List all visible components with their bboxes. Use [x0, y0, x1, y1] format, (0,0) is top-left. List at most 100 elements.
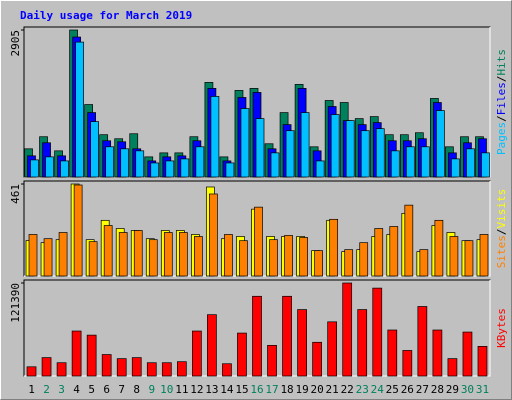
bar — [209, 193, 218, 277]
legend-entry: Visits — [495, 189, 508, 229]
bar — [60, 160, 69, 178]
bar — [120, 148, 130, 178]
legend-entry: Sites — [495, 235, 508, 268]
bar — [312, 341, 322, 377]
bar — [479, 234, 489, 277]
bar — [30, 159, 39, 178]
bar — [267, 344, 277, 377]
bar — [390, 150, 400, 178]
y-tick-label: 2905 — [9, 30, 22, 57]
bar — [254, 206, 263, 277]
x-tick-label: 10 — [160, 383, 173, 396]
bar — [345, 120, 355, 178]
x-tick-label: 15 — [235, 383, 248, 396]
bar — [192, 330, 202, 377]
bar — [90, 121, 99, 178]
bar — [402, 350, 413, 377]
legend-entry: Files — [495, 82, 508, 115]
x-tick-label: 16 — [250, 383, 263, 396]
bar — [464, 240, 474, 277]
bar — [225, 162, 235, 178]
x-tick-label: 8 — [133, 383, 140, 396]
x-tick-label: 9 — [148, 383, 155, 396]
bar — [103, 225, 113, 277]
bar — [374, 228, 384, 277]
bar — [451, 158, 460, 178]
bar — [404, 204, 414, 277]
x-tick-label: 17 — [265, 383, 278, 396]
bar — [314, 250, 323, 277]
bar — [237, 332, 247, 377]
bar — [41, 357, 52, 377]
x-tick-label: 12 — [190, 383, 203, 396]
bar — [148, 239, 158, 277]
x-tick-label: 26 — [401, 383, 414, 396]
bar — [344, 249, 354, 277]
bar — [224, 234, 233, 277]
x-tick-label: 2 — [43, 383, 50, 396]
bar — [240, 108, 250, 178]
bar — [222, 363, 232, 377]
x-tick-label: 4 — [73, 383, 80, 396]
bar — [282, 295, 292, 377]
bar — [327, 321, 338, 377]
x-tick-label: 30 — [461, 383, 474, 396]
legend: Pages/Files/Hits — [495, 49, 508, 155]
x-tick-label: 14 — [220, 383, 234, 396]
legend-entry: KBytes — [495, 308, 508, 348]
bar — [45, 156, 54, 178]
legend: KBytes — [495, 308, 508, 348]
bar — [449, 236, 459, 277]
bar — [135, 150, 145, 178]
bar — [285, 130, 295, 178]
x-tick-label: 5 — [88, 383, 95, 396]
y-tick-label: 461 — [9, 184, 22, 204]
bar — [165, 160, 175, 178]
bar — [315, 160, 325, 178]
bar — [252, 295, 262, 377]
bar — [43, 238, 53, 277]
legend-entry: Pages — [495, 122, 508, 155]
bar — [28, 234, 38, 277]
bar — [194, 236, 203, 277]
x-tick-label: 7 — [118, 383, 125, 396]
bar — [417, 306, 428, 377]
bar — [387, 329, 398, 377]
bar — [299, 237, 308, 277]
bar — [195, 146, 205, 178]
x-tick-label: 27 — [416, 383, 429, 396]
bar — [466, 148, 475, 178]
bar — [477, 346, 488, 377]
bar — [270, 152, 280, 178]
bar — [481, 152, 490, 178]
x-tick-label: 3 — [58, 383, 65, 396]
bar — [359, 242, 369, 277]
bar — [389, 226, 399, 277]
legend: Sites/Visits — [495, 189, 508, 269]
bar — [71, 330, 82, 377]
y-tick-label: 121390 — [9, 283, 22, 323]
bar — [436, 110, 445, 178]
bar — [342, 282, 353, 377]
bar — [75, 41, 84, 178]
x-tick-label: 6 — [103, 383, 110, 396]
x-tick-label: 23 — [356, 383, 369, 396]
bar — [462, 331, 473, 377]
bar — [86, 334, 97, 377]
x-tick-label: 20 — [311, 383, 324, 396]
bar — [146, 362, 157, 377]
bar — [133, 230, 143, 277]
x-tick-label: 1 — [28, 383, 35, 396]
x-tick-label: 31 — [476, 383, 489, 396]
legend-separator: / — [495, 76, 508, 83]
bar — [150, 162, 160, 178]
bar — [116, 358, 127, 377]
bar — [118, 232, 128, 277]
x-tick-label: 18 — [280, 383, 293, 396]
x-tick-label: 11 — [175, 383, 188, 396]
chart-title: Daily usage for March 2019 — [20, 9, 192, 22]
bar — [405, 146, 415, 178]
legend-separator: / — [495, 115, 508, 122]
bar — [360, 130, 370, 178]
